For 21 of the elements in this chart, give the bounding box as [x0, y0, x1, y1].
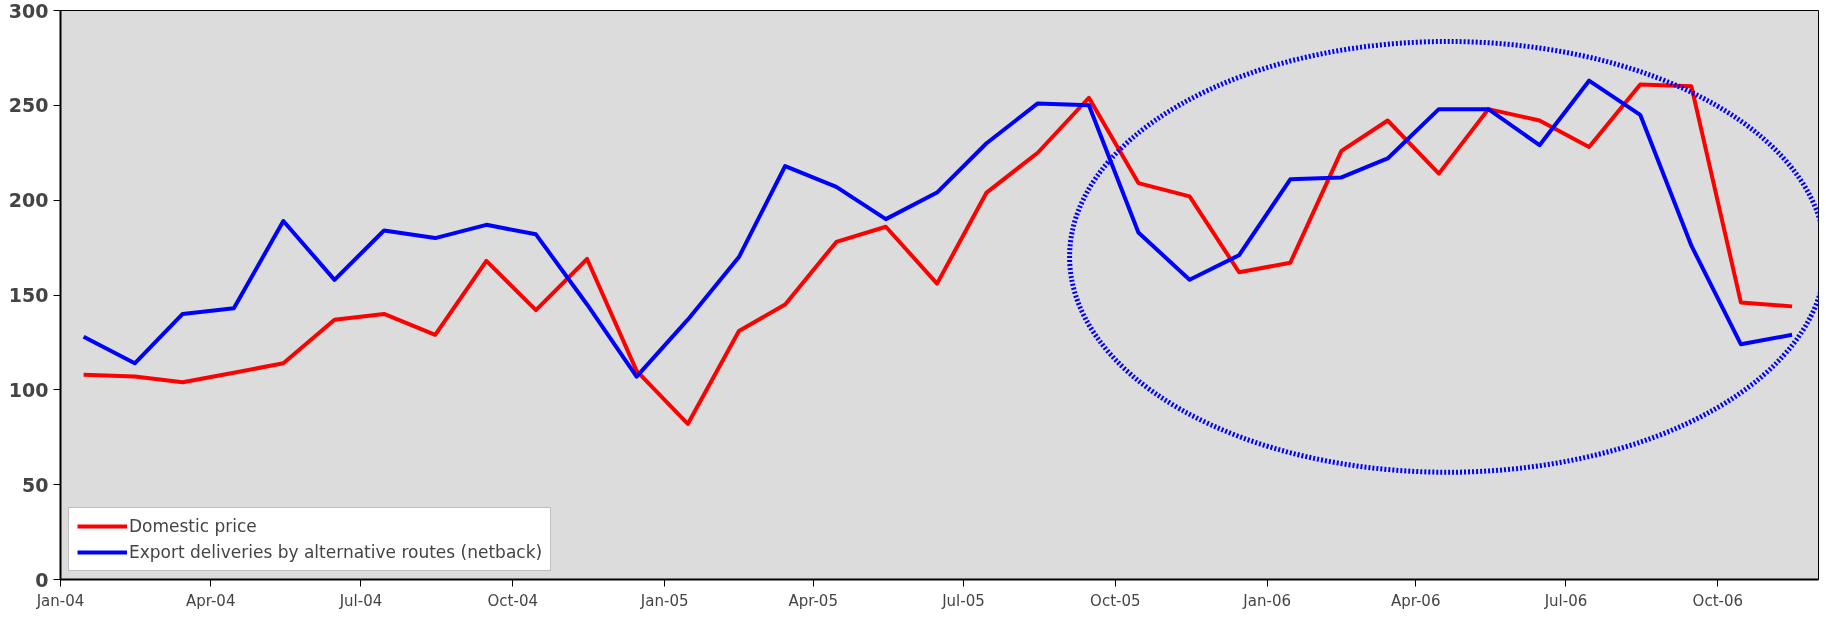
y-tick-label: 250: [8, 94, 49, 117]
x-tick-label: Apr-04: [185, 591, 236, 610]
x-tick-label: Oct-05: [1090, 591, 1141, 610]
y-tick-label: 300: [8, 0, 49, 22]
x-tick-label: Apr-06: [1390, 591, 1441, 610]
y-tick-label: 150: [8, 284, 49, 306]
y-tick-label: 0: [35, 568, 49, 591]
x-tick-label: Apr-05: [788, 591, 838, 610]
x-tick-label: Oct-06: [1692, 591, 1744, 610]
x-tick-label: Oct-04: [487, 591, 539, 610]
x-tick-label: Jan-04: [35, 591, 85, 610]
x-tick-label: Jan-06: [1242, 591, 1291, 610]
x-tick-label: Jan-05: [639, 591, 689, 610]
x-tick-label: Jul-04: [338, 591, 383, 610]
x-tick-label: Jul-05: [941, 591, 985, 610]
y-tick-label: 50: [22, 473, 49, 496]
legend-label: Export deliveries by alternative routes (netback): [129, 542, 543, 562]
legend-label: Domestic price: [129, 516, 257, 536]
x-tick-label: Jul-06: [1543, 591, 1588, 610]
y-tick-label: 200: [8, 189, 49, 212]
y-tick-label: 100: [8, 378, 49, 401]
